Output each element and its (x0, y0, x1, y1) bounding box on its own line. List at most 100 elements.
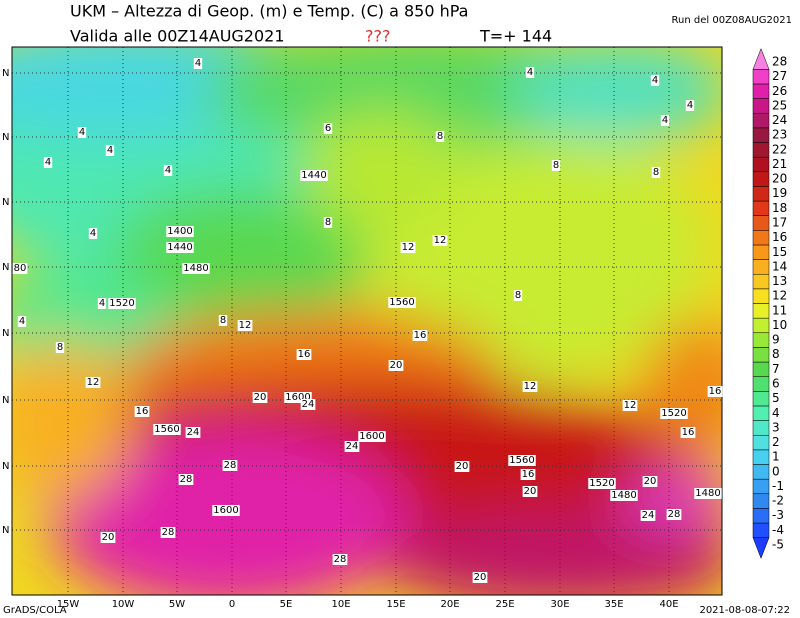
lon-label: 35E (604, 599, 623, 610)
contour-label: 12 (402, 242, 415, 253)
contour-label-bg (43, 157, 53, 168)
contour-label: 4 (45, 157, 51, 168)
timestamp: 2021-08-08-07:22 (699, 605, 790, 616)
contour-label: 8 (325, 217, 331, 228)
contour-label-bg (105, 145, 115, 156)
contour-label: 4 (19, 316, 25, 327)
lon-label: 15E (386, 599, 405, 610)
colorbar-swatch (752, 508, 770, 524)
contour-label: 12 (524, 381, 537, 392)
contour-label-bg (178, 474, 194, 485)
colorbar-label: 5 (772, 391, 780, 405)
contour-label-bg (296, 349, 312, 360)
lon-label: 25E (495, 599, 514, 610)
contour-label: 28 (224, 460, 237, 471)
colorbar-label: 16 (772, 230, 787, 244)
contour-label-bg (185, 427, 201, 438)
contour-label-bg (218, 315, 228, 326)
contour-label-bg (694, 488, 722, 499)
lat-label: N (2, 395, 9, 406)
contour-label-bg (100, 532, 116, 543)
contour-label: 8 (57, 342, 63, 353)
colorbar-swatch (752, 215, 770, 231)
contour-label: 4 (652, 75, 658, 86)
colorbar-label: 18 (772, 201, 787, 215)
contour-label: 1560 (509, 455, 534, 466)
contour-label-bg (508, 455, 536, 466)
colorbar-label: 25 (772, 98, 787, 112)
lon-label: 40E (659, 599, 678, 610)
colorbar-label: 15 (772, 245, 787, 259)
contour-label: 20 (644, 476, 657, 487)
colorbar-label: 20 (772, 172, 787, 186)
lat-lon-grid (12, 47, 722, 595)
contour-label: 1480 (611, 490, 636, 501)
contour-label-bg (222, 460, 238, 471)
lon-label: 5W (169, 599, 185, 610)
colorbar-swatch (752, 449, 770, 465)
contour-label-bg (344, 441, 360, 452)
contour-label-bg (520, 469, 536, 480)
contour-label-bg (77, 127, 87, 138)
lon-label: 10W (112, 599, 135, 610)
colorbar-swatch (752, 478, 770, 495)
colorbar-label: 4 (772, 406, 780, 420)
contour-label: 4 (79, 127, 85, 138)
colorbar-swatch (752, 186, 770, 202)
contour-label: 16 (136, 406, 149, 417)
contour-label-bg (551, 160, 561, 171)
contour-label: 4 (195, 58, 201, 69)
colorbar-swatch (752, 200, 770, 216)
contour-label: 12 (434, 235, 447, 246)
colorbar-label: 24 (772, 113, 787, 127)
lat-label: N (2, 328, 9, 339)
contour-label-bg (252, 392, 268, 403)
contour-label: 8 (220, 315, 226, 326)
contour-label-bg (400, 242, 416, 253)
contour-label: 28 (668, 509, 681, 520)
colorbar-swatch (752, 112, 770, 129)
contour-label: 4 (687, 100, 693, 111)
contour-label: 4 (527, 67, 533, 78)
contour-label-bg (55, 342, 65, 353)
colorbar-swatch (752, 317, 770, 334)
colorbar-label: 7 (772, 362, 780, 376)
lon-label: 20E (440, 599, 459, 610)
colorbar-label: -5 (772, 538, 784, 552)
contour-label-bg (388, 297, 416, 308)
colorbar-label: -1 (772, 479, 784, 493)
contour-label-bg (12, 263, 28, 274)
colorbar-swatch (752, 493, 770, 509)
contour-label-bg (300, 399, 316, 410)
contour-label: 1560 (389, 297, 414, 308)
contour-label: 16 (298, 349, 311, 360)
contour-label: 28 (180, 474, 193, 485)
contour-label-bg (332, 554, 348, 565)
lat-label: N (2, 132, 9, 143)
colorbar-swatch (752, 434, 770, 451)
colorbar-swatch (752, 230, 770, 246)
map-frame (11, 46, 723, 596)
contour-label: 16 (522, 469, 535, 480)
credit: GrADS/COLA (3, 605, 67, 616)
contour-label-bg (166, 242, 194, 253)
contour-label-bg (472, 572, 488, 583)
contour-label: 28 (334, 554, 347, 565)
contour-label: 4 (107, 145, 113, 156)
contour-label-bg (660, 408, 688, 419)
colorbar-swatch (752, 288, 770, 304)
contour-label-bg (680, 427, 696, 438)
contour-label-bg (432, 235, 448, 246)
colorbar-swatch (752, 405, 770, 421)
run-time: Run del 00Z08AUG2021 (672, 15, 792, 26)
flag: ??? (365, 27, 390, 46)
contour-label-bg (610, 490, 638, 501)
colorbar-swatch (752, 391, 770, 407)
contour-label: 16 (709, 386, 722, 397)
colorbar-label: -2 (772, 494, 784, 508)
colorbar-swatch (752, 259, 770, 275)
colorbar-label: 13 (772, 274, 787, 288)
contour-label: 1440 (301, 170, 326, 181)
colorbar-label: 27 (772, 69, 787, 83)
